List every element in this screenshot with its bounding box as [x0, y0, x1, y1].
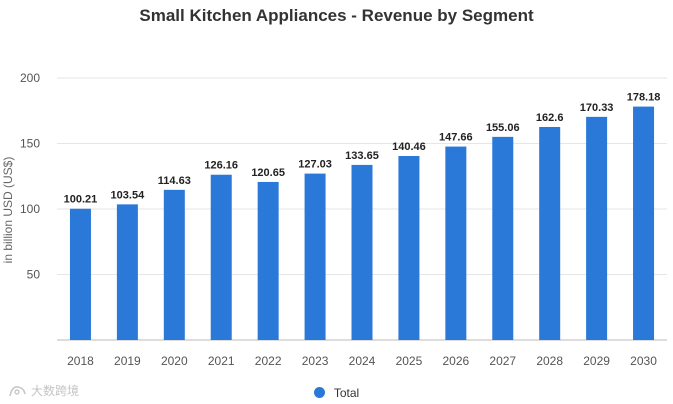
x-tick-label-2019: 2019 [114, 354, 141, 368]
x-tick-label-2024: 2024 [349, 354, 376, 368]
data-label-2021: 126.16 [204, 160, 238, 172]
bar-2026 [445, 146, 467, 340]
x-tick-label-2030: 2030 [630, 354, 657, 368]
bar-2023 [304, 173, 326, 340]
bar-2020 [163, 189, 185, 340]
data-label-2019: 103.54 [111, 189, 146, 201]
bar-2021 [210, 174, 232, 340]
x-tick-label-2021: 2021 [208, 354, 235, 368]
bars [69, 106, 655, 340]
bar-2025 [398, 155, 420, 340]
data-label-2027: 155.06 [486, 122, 520, 134]
legend[interactable]: Total [0, 386, 673, 400]
x-tick-label-2018: 2018 [67, 354, 94, 368]
legend-label-total: Total [333, 386, 360, 400]
data-label-2024: 133.65 [345, 150, 379, 162]
y-tick-label: 50 [27, 268, 41, 282]
bar-2029 [586, 116, 608, 340]
data-label-2018: 100.21 [64, 194, 98, 206]
legend-swatch-total [313, 387, 325, 398]
x-tick-label-2029: 2029 [583, 354, 610, 368]
bar-2018 [69, 208, 91, 340]
x-tick-label-2025: 2025 [396, 354, 423, 368]
data-label-2020: 114.63 [158, 175, 191, 187]
data-label-2025: 140.46 [392, 141, 426, 153]
bar-2019 [116, 204, 138, 340]
data-labels: 100.21 103.54 114.63 126.16 120.65 127.03 133.… [64, 92, 661, 206]
data-label-2029: 170.33 [580, 102, 614, 114]
y-tick-label: 200 [20, 71, 40, 85]
bar-2030 [633, 106, 655, 340]
data-label-2026: 147.66 [439, 132, 473, 144]
bar-2028 [539, 126, 561, 340]
x-tick-label-2026: 2026 [442, 354, 469, 368]
data-label-2023: 127.03 [298, 159, 332, 171]
y-tick-label: 150 [20, 137, 40, 151]
data-label-2028: 162.6 [536, 112, 564, 124]
data-label-2030: 178.18 [627, 92, 661, 104]
watermark-logo-icon [9, 385, 26, 396]
watermark: 大数跨境 [8, 382, 79, 399]
y-axis-label: in billion USD (US$) [1, 157, 15, 264]
bar-2022 [257, 181, 279, 340]
chart-title: Small Kitchen Appliances - Revenue by Se… [139, 6, 534, 25]
x-tick-label-2022: 2022 [255, 354, 282, 368]
y-tick-label: 100 [20, 202, 40, 216]
data-label-2022: 120.65 [251, 167, 285, 179]
bar-2024 [351, 164, 373, 340]
tick-labels: 50 100 150 200 2018 2019 2020 2021 2022 2023 2024 2… [20, 71, 657, 368]
x-tick-label-2028: 2028 [536, 354, 563, 368]
watermark-text: 大数跨境 [31, 384, 80, 398]
x-tick-label-2023: 2023 [302, 354, 329, 368]
x-tick-label-2020: 2020 [161, 354, 188, 368]
x-tick-label-2027: 2027 [489, 354, 516, 368]
bar-2027 [492, 136, 514, 340]
